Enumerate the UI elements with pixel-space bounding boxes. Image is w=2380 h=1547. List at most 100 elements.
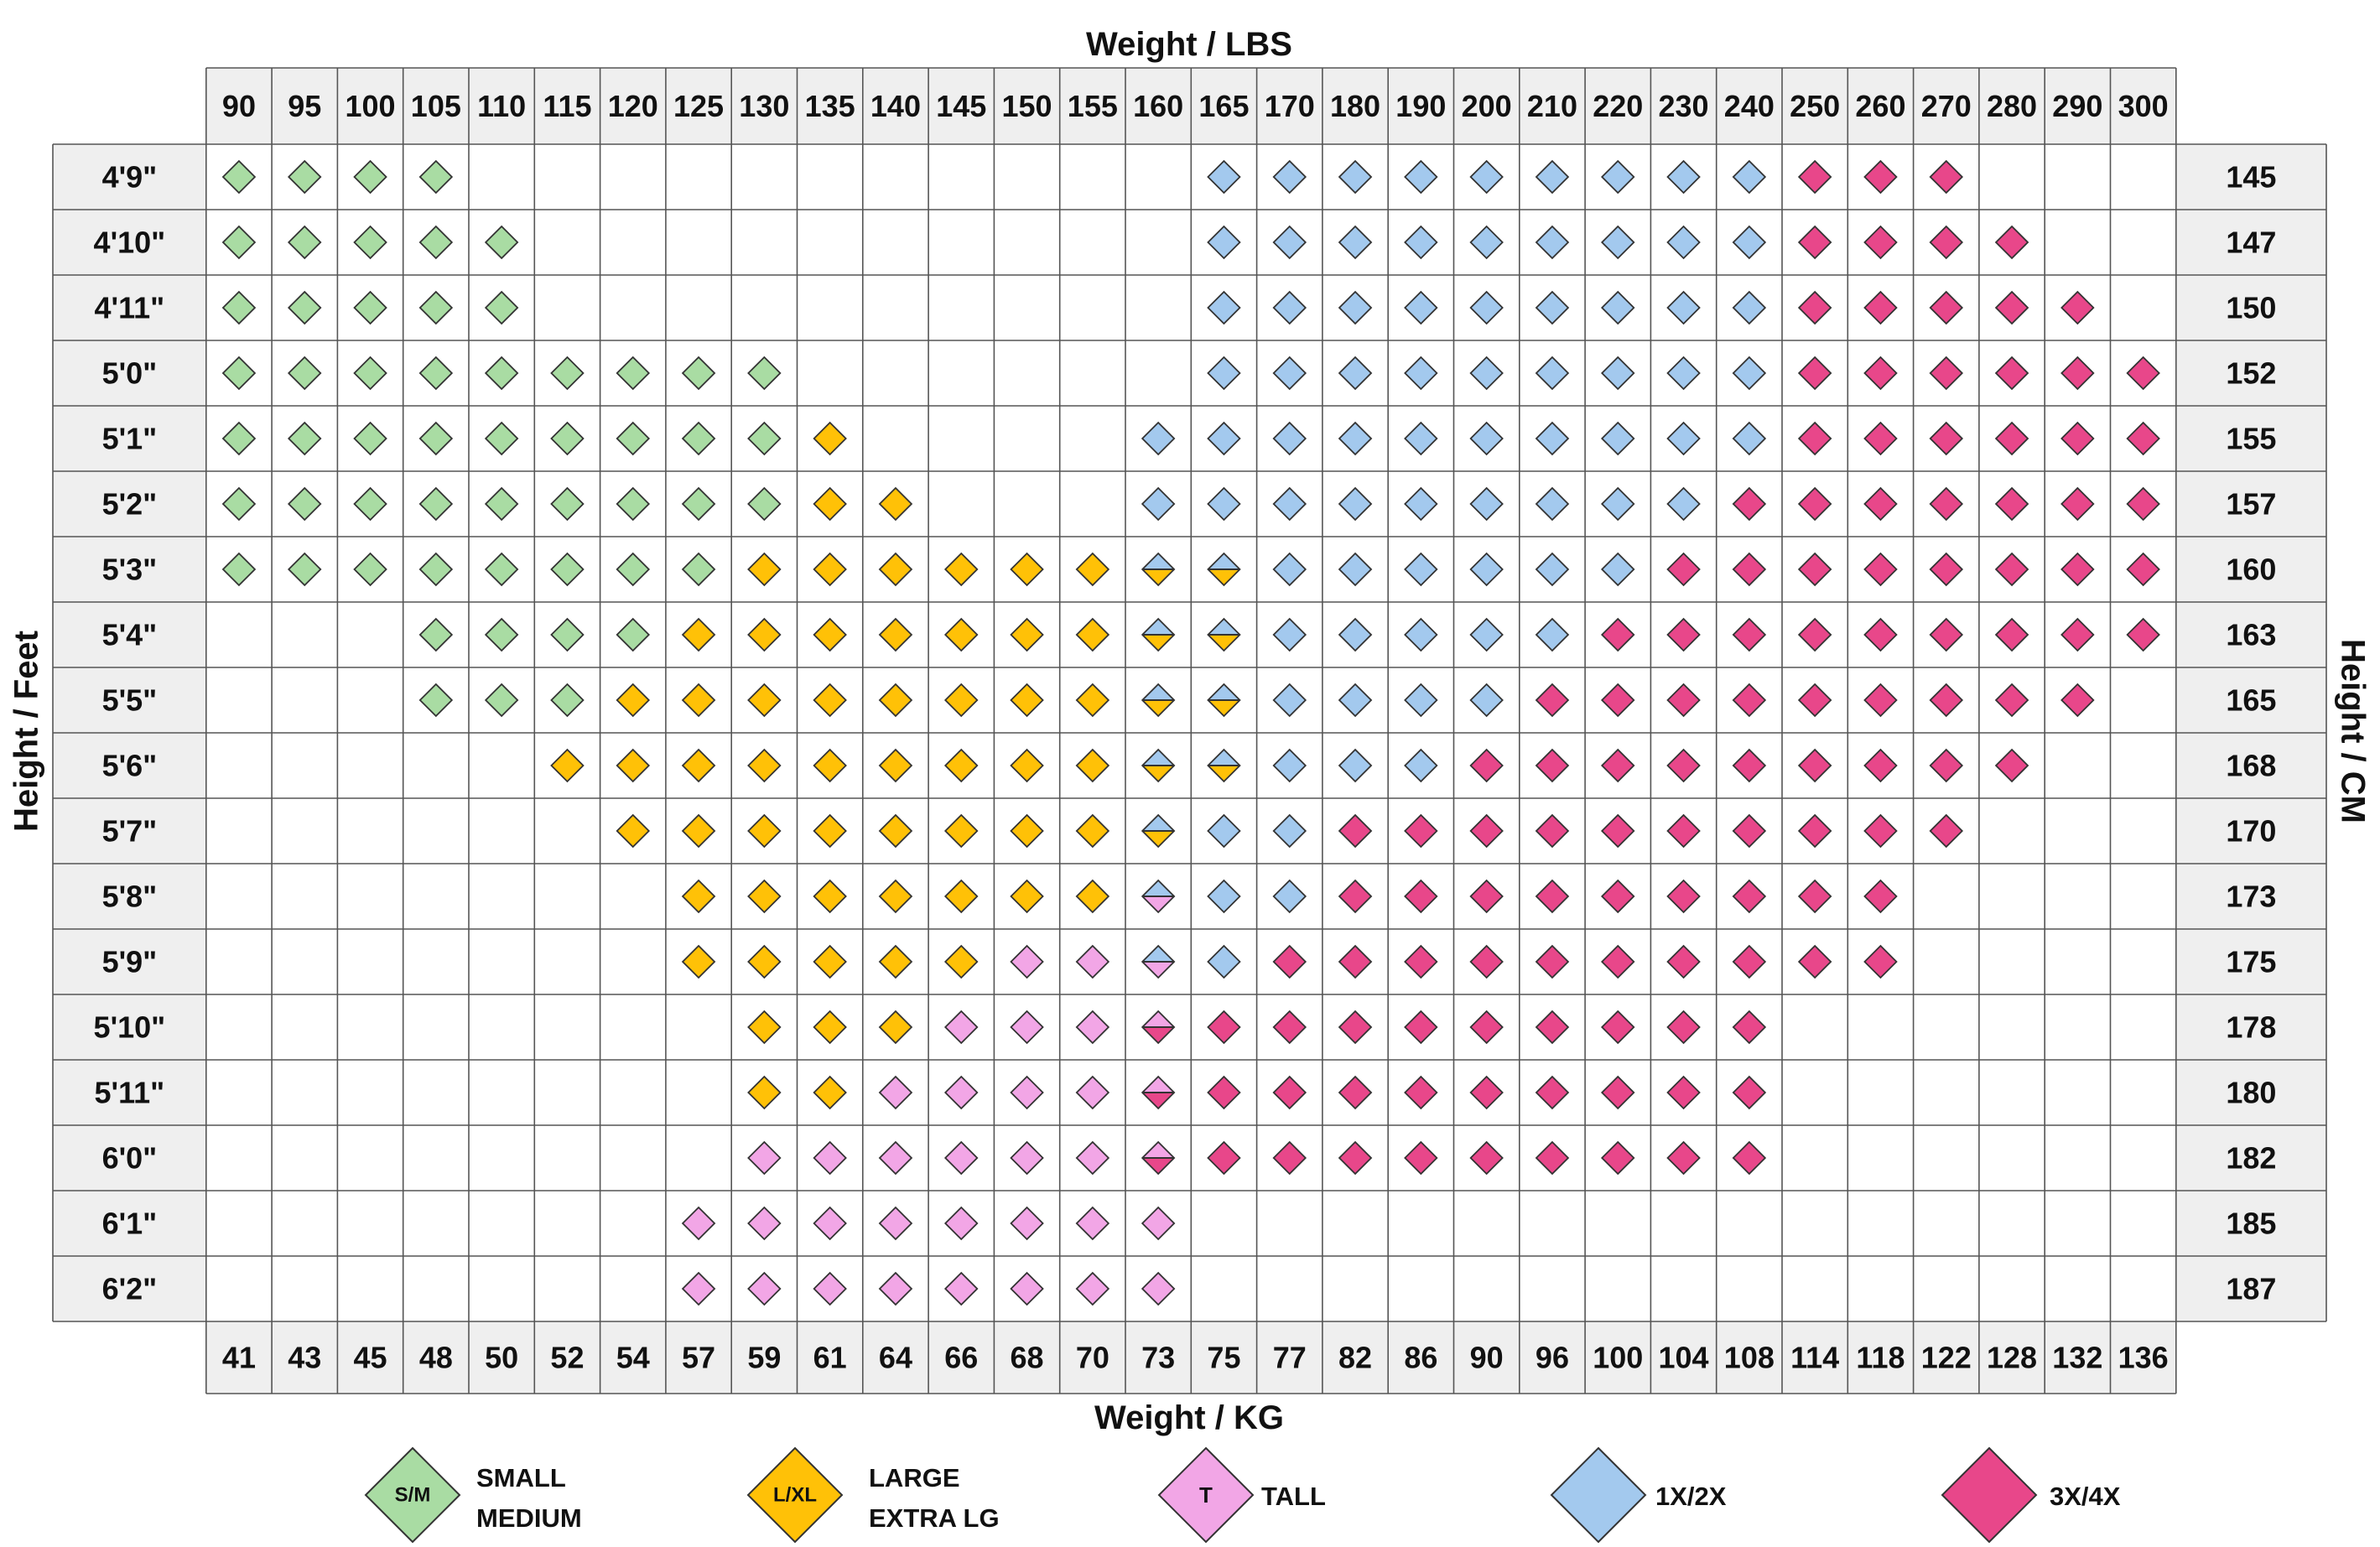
marker-shape: [1404, 683, 1438, 718]
marker-shape: [1732, 290, 1767, 325]
size-sm-marker: [418, 421, 454, 456]
marker-shape: [353, 356, 387, 391]
height-feet-label: 4'10": [94, 226, 166, 260]
marker-shape: [1141, 1206, 1176, 1241]
marker-top-half: [1208, 684, 1240, 700]
size-tall-marker: [681, 1206, 716, 1241]
size-3x4x-marker: [1404, 1075, 1438, 1110]
size-3x4x-marker: [2126, 552, 2160, 587]
marker-shape: [1404, 421, 1438, 456]
marker-shape: [550, 748, 585, 783]
marker-shape: [1272, 552, 1307, 587]
size-lxl-marker: [943, 944, 979, 979]
marker-shape: [747, 1010, 782, 1045]
weight-lbs-label: 110: [477, 89, 526, 123]
marker-shape: [2060, 486, 2095, 522]
marker-shape: [1338, 290, 1373, 325]
marker-shape: [221, 290, 257, 325]
marker-shape: [550, 421, 585, 456]
marker-shape: [1338, 617, 1373, 652]
size-3x4x-marker: [2126, 617, 2160, 652]
marker-shape: [1929, 486, 1964, 522]
height-cm-label: 178: [2226, 1010, 2276, 1045]
weight-lbs-label: 270: [1921, 89, 1972, 123]
size-3x4x-marker: [2126, 421, 2160, 456]
marker-top-half: [1208, 750, 1240, 766]
marker-shape: [2126, 356, 2160, 391]
size-3x4x-marker: [1797, 944, 1832, 979]
size-tall-marker: [1075, 1140, 1110, 1176]
marker-shape: [1863, 486, 1898, 522]
size-3x4x-marker: [1797, 225, 1832, 260]
size-sm-marker: [353, 356, 387, 391]
weight-kg-label: 43: [288, 1341, 321, 1375]
size-lxl-marker: [943, 879, 979, 914]
marker-shape: [1338, 159, 1373, 195]
marker-shape: [221, 159, 257, 195]
size-sm-marker: [616, 617, 651, 652]
size-sm-marker: [418, 356, 454, 391]
size-1x2x-marker: [1272, 159, 1307, 195]
marker-shape: [878, 748, 913, 783]
weight-lbs-label: 100: [346, 89, 396, 123]
marker-shape: [813, 421, 847, 456]
size-lxl-marker: [813, 879, 847, 914]
marker-shape: [2060, 683, 2095, 718]
size-3x4x-marker: [1272, 1140, 1307, 1176]
size-3x4x-marker: [1404, 813, 1438, 849]
weight-kg-label: 64: [879, 1341, 912, 1375]
marker-shape: [1863, 290, 1898, 325]
height-feet-label: 6'1": [102, 1207, 158, 1241]
size-3x4x-marker: [1863, 944, 1898, 979]
height-cm-label: 182: [2226, 1141, 2276, 1176]
weight-lbs-label: 95: [288, 89, 321, 123]
size-tall-marker: [878, 1140, 913, 1176]
size-lxl-marker: [681, 617, 716, 652]
size-lxl-marker: [747, 748, 782, 783]
marker-shape: [1732, 552, 1767, 587]
marker-shape: [747, 813, 782, 849]
size-3x4x-marker: [1732, 617, 1767, 652]
marker-shape: [418, 421, 454, 456]
size-lxl-1x2x-marker: [1141, 683, 1176, 718]
marker-shape: [943, 813, 979, 849]
height-cm-label: 168: [2226, 749, 2276, 783]
size-sm-marker: [418, 225, 454, 260]
marker-shape: [813, 617, 847, 652]
size-sm-marker: [287, 290, 322, 325]
size-3x4x-marker: [2060, 421, 2095, 456]
marker-shape: [1010, 944, 1044, 979]
marker-shape: [1732, 1010, 1767, 1045]
size-lxl-marker: [878, 748, 913, 783]
marker-shape: [1535, 552, 1570, 587]
size-3x4x-marker: [2060, 683, 2095, 718]
size-lxl-marker: [813, 1075, 847, 1110]
weight-kg-label: 86: [1404, 1341, 1437, 1375]
marker-shape: [1404, 159, 1438, 195]
size-tall-marker: [878, 1271, 913, 1306]
weight-kg-label: 136: [2118, 1341, 2169, 1375]
marker-shape: [1994, 290, 2029, 325]
marker-shape: [616, 813, 651, 849]
marker-shape: [1469, 944, 1504, 979]
marker-shape: [1469, 1075, 1504, 1110]
size-3x4x-marker: [1929, 617, 1964, 652]
marker-shape: [1469, 813, 1504, 849]
legend-3x4x-icon: [1941, 1446, 2038, 1544]
marker-shape: [1797, 617, 1832, 652]
size-tall-marker: [1075, 944, 1110, 979]
height-feet-label: 5'6": [102, 749, 158, 783]
size-3x4x-marker: [1338, 1010, 1373, 1045]
size-1x2x-marker: [1141, 421, 1176, 456]
marker-shape: [1469, 617, 1504, 652]
marker-shape: [747, 1271, 782, 1306]
marker-shape: [484, 356, 519, 391]
size-sm-marker: [221, 225, 257, 260]
size-lxl-marker: [878, 879, 913, 914]
marker-shape: [1272, 879, 1307, 914]
marker-shape: [418, 683, 454, 718]
size-3x4x-marker: [1929, 748, 1964, 783]
marker-top-half: [1142, 1142, 1175, 1158]
marker-shape: [1535, 421, 1570, 456]
size-1x2x-marker: [1207, 225, 1241, 260]
